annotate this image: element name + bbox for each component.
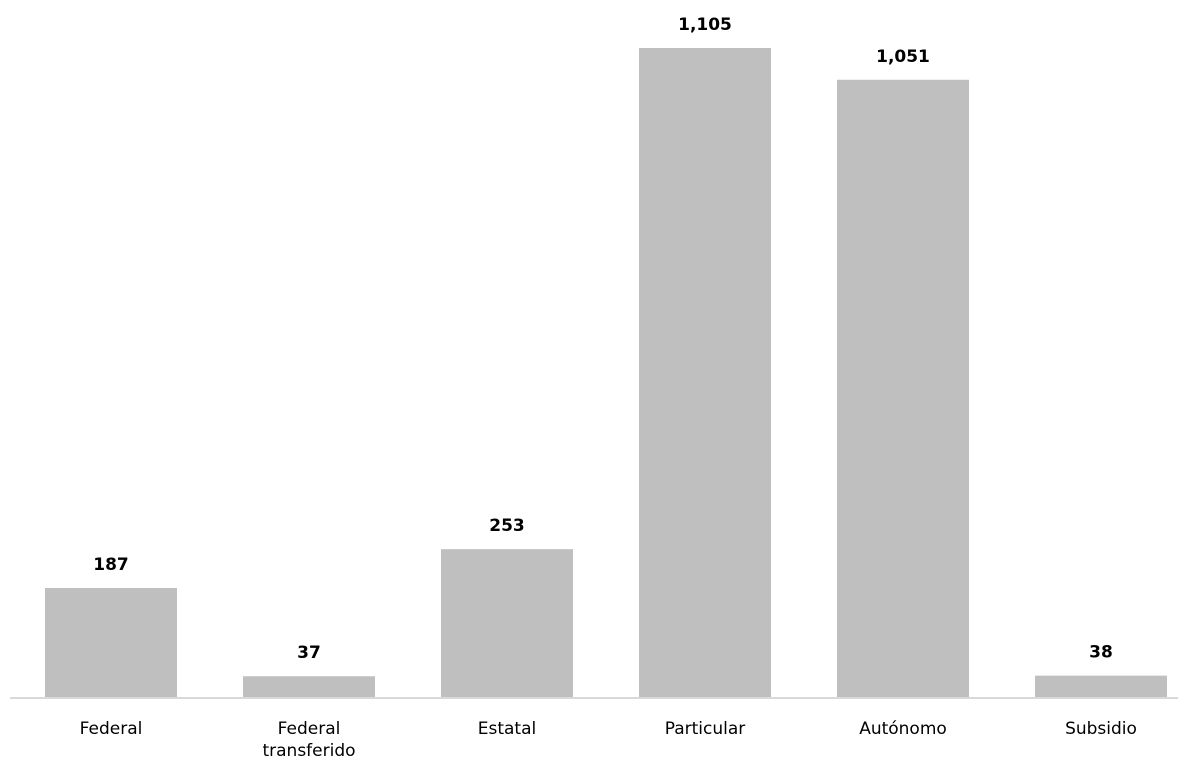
bar-value-label: 253 [489, 516, 525, 536]
bar [1035, 675, 1167, 698]
category-label: Subsidio [1065, 719, 1137, 739]
category-label: Particular [665, 719, 746, 739]
category-label: Federal [80, 719, 143, 739]
bar [243, 676, 375, 698]
category-label: Autónomo [859, 719, 947, 739]
bars-group [45, 48, 1167, 698]
category-label: Estatal [478, 719, 537, 739]
bar [837, 79, 969, 698]
value-labels-group: 187 37 253 1,105 1,051 38 [93, 15, 1113, 663]
bar [639, 48, 771, 698]
category-labels-group: Federal Federal transferido Estatal Particul… [80, 719, 1137, 761]
category-label: Federal transferido [262, 719, 355, 761]
bar [45, 588, 177, 698]
bar-value-label: 1,051 [876, 47, 930, 67]
bar-value-label: 187 [93, 555, 129, 575]
bar-value-label: 37 [297, 643, 321, 663]
bar [441, 549, 573, 698]
bar-value-label: 38 [1089, 643, 1113, 663]
bar-value-label: 1,105 [678, 15, 732, 35]
